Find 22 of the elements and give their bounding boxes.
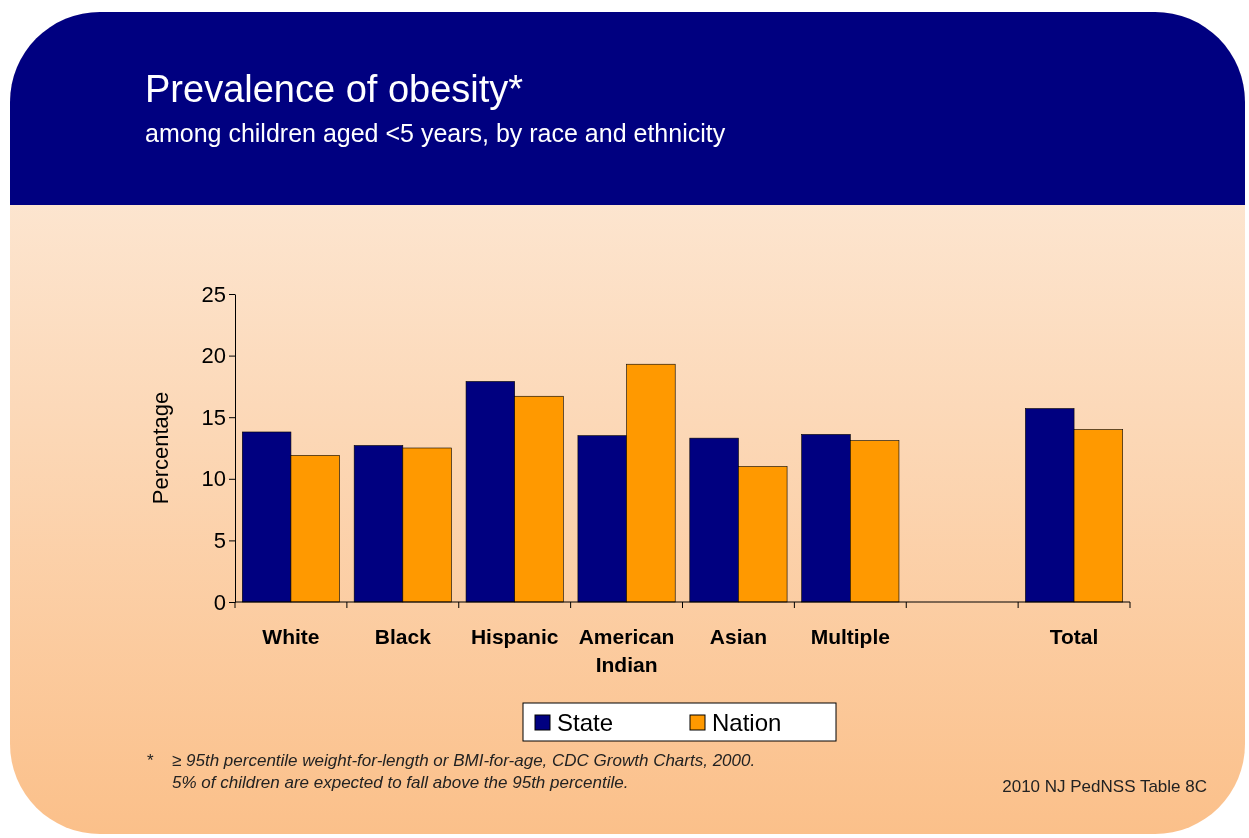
chart-title: Prevalence of obesity*: [145, 68, 524, 110]
legend-label: State: [557, 709, 614, 736]
text: 5% of children are expected to fall above the 95th percentile.: [172, 773, 629, 792]
x-tick-label: Hispanic: [470, 625, 559, 648]
x-tick-label: Black: [374, 625, 432, 648]
text: 2010 NJ PedNSS Table 8C: [1002, 777, 1207, 796]
y-tick-label: 10: [201, 466, 226, 492]
y-tick-label: 0: [213, 589, 226, 615]
y-tick-label: 5: [213, 527, 226, 553]
x-tick-label: Multiple: [810, 625, 890, 648]
x-tick-label: White: [262, 625, 320, 648]
chart-subtitle: among children aged <5 years, by race and ethnicity: [145, 119, 726, 147]
text: ≥ 95th percentile weight-for-length or BMI-for-age, CDC Growth Charts, 2000.: [172, 751, 756, 770]
y-tick-label: 25: [201, 281, 226, 307]
x-tick-label: American Indian: [578, 625, 675, 676]
x-tick-label: Total: [1049, 625, 1099, 648]
y-tick-label: 15: [201, 404, 226, 430]
text: *: [147, 751, 154, 770]
y-tick-label: 20: [201, 343, 226, 369]
y-axis-title: Percentage: [148, 391, 173, 505]
x-tick-label: Asian: [709, 625, 768, 648]
legend-label: Nation: [712, 709, 782, 736]
